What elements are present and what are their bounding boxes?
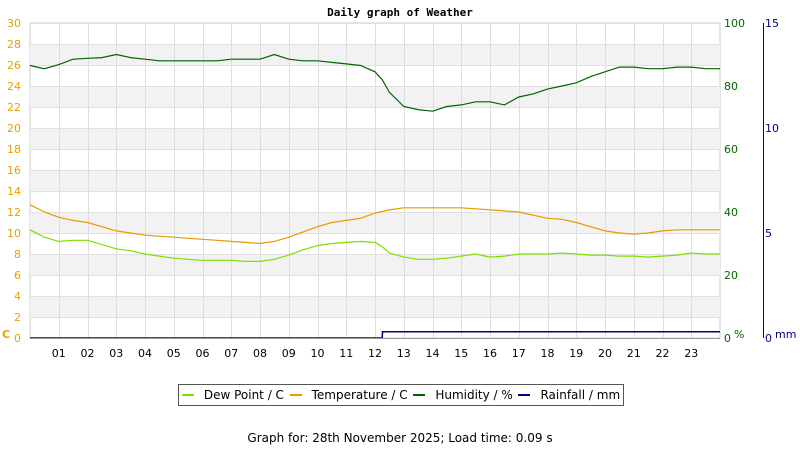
humidity-tick-label: 20: [724, 269, 738, 282]
x-tick-label: 18: [541, 347, 555, 360]
x-tick-label: 08: [253, 347, 267, 360]
left-tick-label: 6: [14, 269, 21, 282]
humidity-axis-label: %: [734, 328, 744, 341]
x-tick-label: 09: [282, 347, 296, 360]
humidity-line: [29, 53, 720, 112]
x-tick-label: 16: [483, 347, 497, 360]
vertical-gridlines: [59, 23, 692, 338]
x-tick-label: 15: [454, 347, 468, 360]
legend-item-rainfall: Rainfall / mm: [518, 388, 620, 402]
humidity-tick-label: 80: [724, 80, 738, 93]
legend-item-humidity: Humidity / %: [413, 388, 513, 402]
left-axis-label: C: [2, 328, 10, 341]
x-tick-label: 02: [81, 347, 95, 360]
x-tick-label: 07: [224, 347, 238, 360]
x-tick-label: 22: [656, 347, 670, 360]
legend-swatch-rainfall: [518, 394, 531, 396]
rainfall-tick-label: 0: [765, 332, 772, 345]
left-tick-label: 28: [7, 38, 21, 51]
left-tick-label: 12: [7, 206, 21, 219]
left-tick-label: 24: [7, 80, 21, 93]
dew-point-line: [29, 229, 720, 262]
x-tick-label: 23: [684, 347, 698, 360]
chart-title: Daily graph of Weather: [327, 6, 473, 19]
chart-legend: Dew Point / C Temperature / C Humidity /…: [178, 384, 624, 406]
rainfall-tick-label: 5: [765, 227, 772, 240]
temperature-line: [29, 204, 720, 245]
legend-swatch-temperature: [289, 394, 302, 396]
x-tick-label: 06: [196, 347, 210, 360]
legend-label-rainfall: Rainfall / mm: [540, 388, 621, 402]
legend-item-dew-point: Dew Point / C: [181, 388, 284, 402]
x-tick-label: 19: [569, 347, 583, 360]
left-tick-label: 16: [7, 164, 21, 177]
x-tick-label: 10: [311, 347, 325, 360]
x-tick-label: 17: [512, 347, 526, 360]
rainfall-tick-label: 10: [765, 122, 779, 135]
left-tick-label: 30: [7, 17, 21, 30]
left-tick-label: 10: [7, 227, 21, 240]
humidity-tick-label: 60: [724, 143, 738, 156]
x-tick-label: 14: [426, 347, 440, 360]
x-tick-label: 13: [397, 347, 411, 360]
left-tick-label: 18: [7, 143, 21, 156]
humidity-tick-label: 100: [724, 17, 745, 30]
rainfall-axis-label: mm: [775, 328, 796, 341]
left-tick-label: 26: [7, 59, 21, 72]
legend-swatch-humidity: [413, 394, 426, 396]
legend-label-dew-point: Dew Point / C: [203, 388, 284, 402]
left-tick-label: 14: [7, 185, 21, 198]
legend-swatch-dew-point: [181, 394, 194, 396]
x-tick-label: 20: [598, 347, 612, 360]
footer-text: Graph for: 28th November 2025; Load time…: [247, 431, 553, 445]
x-tick-label: 03: [109, 347, 123, 360]
x-tick-label: 21: [627, 347, 641, 360]
legend-label-temperature: Temperature / C: [311, 388, 408, 402]
rainfall-axis-ticks: 0 5 10 15: [765, 17, 779, 345]
rainfall-tick-label: 15: [765, 17, 779, 30]
x-tick-label: 05: [167, 347, 181, 360]
x-axis-ticks: 01 02 03 04 05 06 07 08 09 10 11 12 13 14 15 16 17 18 19 20…: [52, 347, 699, 360]
left-tick-label: 2: [14, 311, 21, 324]
legend-label-humidity: Humidity / %: [435, 388, 513, 402]
x-tick-label: 12: [368, 347, 382, 360]
left-tick-label: 8: [14, 248, 21, 261]
left-tick-label: 4: [14, 290, 21, 303]
left-tick-label: 22: [7, 101, 21, 114]
legend-item-temperature: Temperature / C: [289, 388, 408, 402]
humidity-axis-ticks: 0 20 40 60 80 100: [724, 17, 745, 345]
x-tick-label: 04: [138, 347, 152, 360]
x-tick-label: 01: [52, 347, 66, 360]
humidity-tick-label: 40: [724, 206, 738, 219]
left-tick-label: 0: [14, 332, 21, 345]
left-tick-label: 20: [7, 122, 21, 135]
x-tick-label: 11: [339, 347, 353, 360]
humidity-tick-label: 0: [724, 332, 731, 345]
